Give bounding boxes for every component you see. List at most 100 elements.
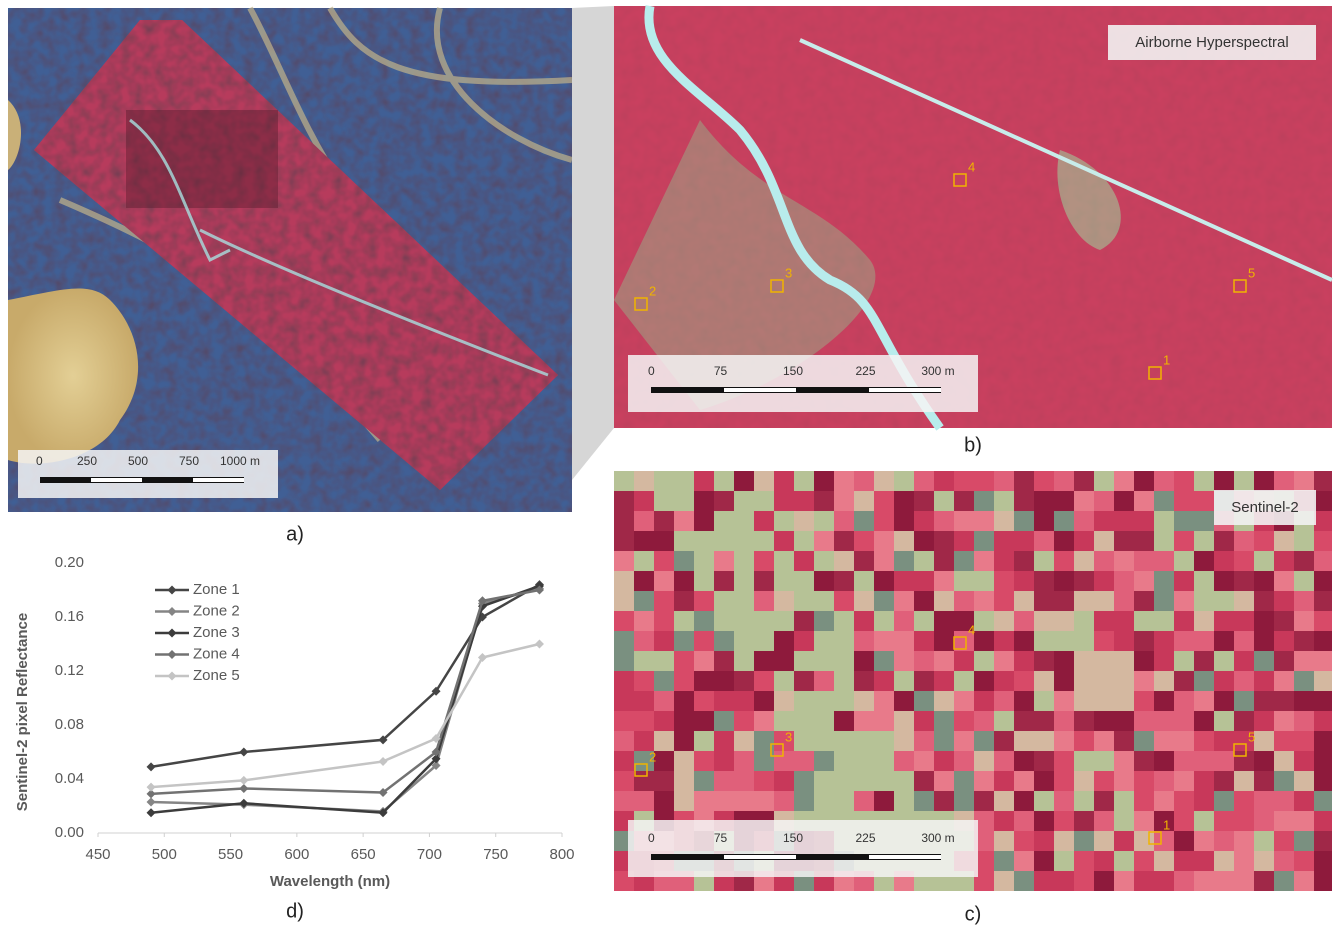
pixel xyxy=(1154,591,1175,612)
zone-label: 5 xyxy=(1248,265,1255,280)
y-tick-label: 0.04 xyxy=(55,770,84,787)
pixel xyxy=(1294,791,1315,812)
panel-label: d) xyxy=(286,900,304,922)
pixel xyxy=(1154,651,1175,672)
pixel xyxy=(834,551,855,572)
pixel xyxy=(854,471,875,492)
pixel xyxy=(974,611,995,632)
pixel xyxy=(954,551,975,572)
pixel xyxy=(1154,511,1175,532)
pixel xyxy=(814,531,835,552)
pixel xyxy=(994,731,1015,752)
pixel xyxy=(874,651,895,672)
pixel xyxy=(694,711,715,732)
point xyxy=(239,748,248,757)
pixel xyxy=(1294,551,1315,572)
scale-label: 0 xyxy=(648,364,655,378)
pixel xyxy=(794,491,815,512)
pixel xyxy=(1054,651,1075,672)
zone-label: 3 xyxy=(785,265,792,280)
pixel xyxy=(1314,871,1335,892)
pixel xyxy=(694,771,715,792)
x-tick-label: 650 xyxy=(351,846,376,863)
pixel xyxy=(1074,811,1095,832)
pixel xyxy=(994,551,1015,572)
pixel xyxy=(1234,811,1255,832)
pixel xyxy=(1014,591,1035,612)
pixel xyxy=(1134,491,1155,512)
pixel xyxy=(934,691,955,712)
pixel xyxy=(1174,491,1195,512)
pixel xyxy=(734,591,755,612)
pixel xyxy=(1274,831,1295,852)
pixel xyxy=(834,491,855,512)
pixel xyxy=(1194,771,1215,792)
pixel xyxy=(1114,831,1135,852)
pixel xyxy=(1154,571,1175,592)
pixel xyxy=(1194,871,1215,892)
pixel xyxy=(1174,651,1195,672)
pixel xyxy=(674,571,695,592)
pixel xyxy=(1054,471,1075,492)
pixel xyxy=(1094,651,1115,672)
pixel xyxy=(1274,611,1295,632)
pixel xyxy=(834,671,855,692)
pixel xyxy=(914,631,935,652)
pixel xyxy=(1214,611,1235,632)
pixel xyxy=(974,731,995,752)
pixel xyxy=(674,691,695,712)
pixel xyxy=(1314,551,1335,572)
pixel xyxy=(1054,731,1075,752)
pixel xyxy=(1054,531,1075,552)
panel-label: b) xyxy=(964,434,982,456)
pixel xyxy=(794,571,815,592)
pixel xyxy=(1134,471,1155,492)
pixel xyxy=(1154,871,1175,892)
pixel xyxy=(854,631,875,652)
pixel xyxy=(814,491,835,512)
pixel xyxy=(1274,551,1295,572)
pixel xyxy=(654,691,675,712)
pixel xyxy=(1194,511,1215,532)
pixel xyxy=(1234,591,1255,612)
pixel xyxy=(1014,511,1035,532)
pixel xyxy=(1254,871,1275,892)
pixel xyxy=(854,751,875,772)
pixel xyxy=(634,771,655,792)
pixel xyxy=(894,691,915,712)
x-tick-label: 450 xyxy=(85,846,110,863)
scale-bar: 075150225300 m xyxy=(628,355,978,412)
pixel xyxy=(854,711,875,732)
pixel xyxy=(1314,651,1335,672)
scale-label: 225 xyxy=(855,364,875,378)
pixel xyxy=(874,691,895,712)
pixel xyxy=(1134,651,1155,672)
pixel xyxy=(1094,831,1115,852)
pixel xyxy=(854,791,875,812)
pixel xyxy=(1054,491,1075,512)
pixel xyxy=(1254,711,1275,732)
pixel xyxy=(1294,591,1315,612)
point xyxy=(147,808,156,817)
y-tick-label: 0.16 xyxy=(55,608,84,625)
pixel xyxy=(914,471,935,492)
pixel xyxy=(814,691,835,712)
pixel xyxy=(1294,751,1315,772)
pixel xyxy=(1054,711,1075,732)
pixel xyxy=(1254,591,1275,612)
pixel xyxy=(1114,731,1135,752)
pixel xyxy=(1034,851,1055,872)
pixel xyxy=(934,511,955,532)
pixel xyxy=(1014,731,1035,752)
pixel xyxy=(1134,531,1155,552)
pixel xyxy=(1154,631,1175,652)
pixel xyxy=(1214,871,1235,892)
pixel xyxy=(1294,571,1315,592)
point xyxy=(239,776,248,785)
pixel xyxy=(734,491,755,512)
pixel xyxy=(1254,731,1275,752)
pixel xyxy=(1294,531,1315,552)
pixel xyxy=(1134,751,1155,772)
pixel xyxy=(914,731,935,752)
pixel xyxy=(1134,831,1155,852)
